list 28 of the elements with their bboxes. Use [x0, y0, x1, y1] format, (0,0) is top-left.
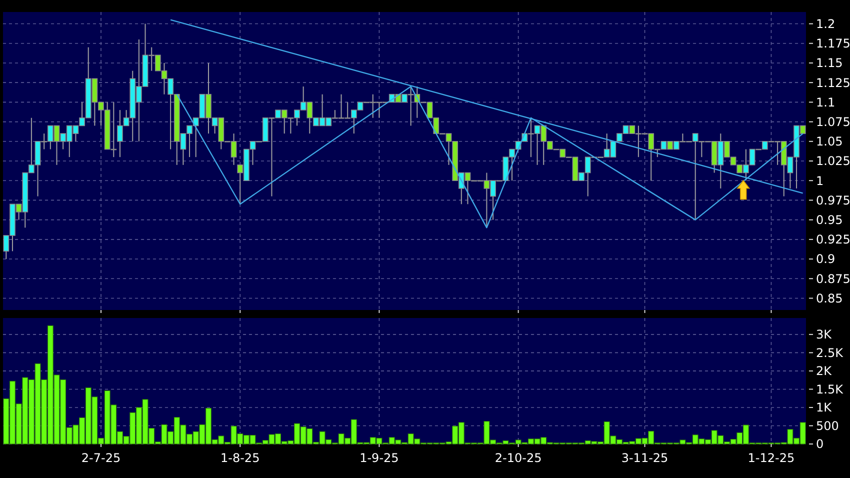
y-tick-label: 1.05: [816, 134, 843, 149]
x-tick-label: 2-10-25: [494, 451, 542, 465]
y-tick-label: 3K: [816, 328, 833, 342]
y-tick-label: 1.075: [816, 114, 850, 129]
y-tick-label: 500: [816, 418, 839, 433]
y-tick-label: 0: [816, 437, 824, 452]
y-tick-label: 2K: [816, 364, 833, 378]
y-tick-label: 1.2: [816, 16, 836, 31]
y-tick-label: 1.025: [816, 154, 850, 168]
y-tick-label: 0.85: [816, 291, 843, 306]
y-tick-label: 1.1: [816, 95, 836, 110]
y-tick-label: 1.5K: [816, 382, 844, 396]
y-tick-label: 1.125: [816, 76, 850, 90]
y-tick-label: 0.9: [816, 252, 836, 266]
y-tick-label: 1.175: [816, 36, 850, 51]
x-tick-label: 2-7-25: [81, 451, 121, 465]
x-tick-label: 1-9-25: [360, 451, 399, 465]
x-tick-label: 3-11-25: [621, 451, 668, 465]
y-tick-label: 0.975: [816, 193, 850, 208]
x-tick-label: 1-12-25: [748, 451, 795, 465]
y-tick-label: 1: [816, 174, 824, 188]
y-tick-label: 0.95: [816, 213, 843, 228]
y-tick-label: 0.925: [816, 232, 850, 247]
y-tick-label: 1K: [816, 400, 833, 415]
y-tick-label: 1.15: [816, 56, 843, 70]
y-tick-label: 2.5K: [816, 346, 844, 360]
y-tick-label: 0.875: [816, 272, 850, 286]
x-tick-label: 1-8-25: [220, 451, 260, 465]
